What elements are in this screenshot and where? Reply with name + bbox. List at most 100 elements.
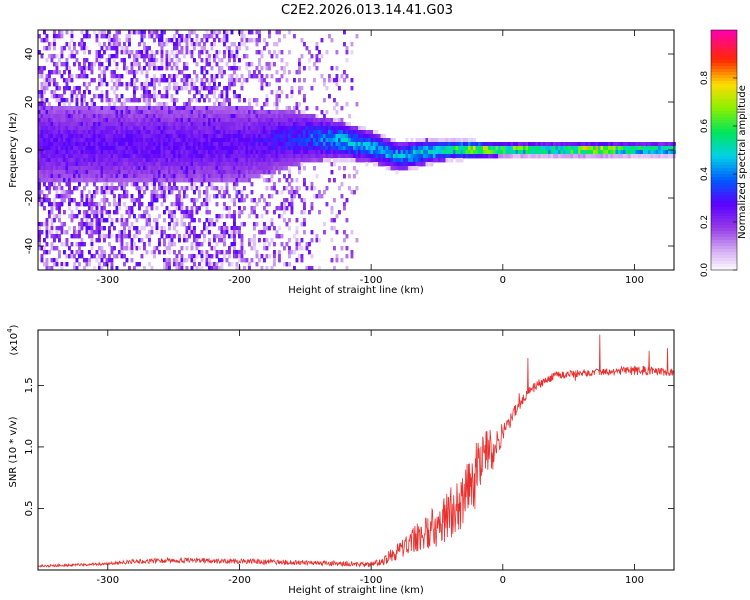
heatmap-cell (80, 122, 84, 127)
heatmap-cell (280, 130, 284, 135)
heatmap-cell (68, 102, 71, 107)
heatmap-cell (268, 242, 271, 247)
heatmap-cell (500, 146, 504, 151)
heatmap-cell (158, 166, 161, 171)
heatmap-cell (98, 246, 101, 251)
heatmap-cell (335, 130, 339, 135)
heatmap-cell (133, 234, 136, 239)
heatmap-cell (300, 150, 304, 155)
heatmap-cell (318, 138, 321, 143)
heatmap-cell (100, 250, 104, 255)
heatmap-cell (160, 46, 164, 51)
heatmap-cell (170, 150, 174, 155)
heatmap-cell (40, 66, 44, 71)
heatmap-cell (278, 258, 281, 263)
heatmap-cell (68, 146, 71, 151)
heatmap-cell (140, 186, 144, 191)
colorbar-gradient (711, 30, 737, 271)
heatmap-cell (125, 162, 129, 167)
heatmap-cell (330, 150, 334, 155)
heatmap-cell (373, 146, 376, 151)
heatmap-cell (270, 166, 274, 171)
heatmap-cell (145, 166, 149, 171)
heatmap-cell (60, 222, 64, 227)
heatmap-cell (78, 230, 81, 235)
heatmap-cell (185, 130, 189, 135)
heatmap-cell (198, 134, 201, 139)
heatmap-cell (225, 146, 229, 151)
colorbar-segment (711, 186, 737, 190)
heatmap-cell (138, 130, 141, 135)
heatmap-cell (528, 154, 531, 159)
heatmap-cell (103, 66, 106, 71)
heatmap-cell (123, 110, 126, 115)
heatmap-cell (180, 206, 184, 211)
heatmap-cell (55, 122, 59, 127)
heatmap-cell (200, 250, 204, 255)
heatmap-cell (88, 174, 91, 179)
heatmap-cell (173, 54, 176, 59)
heatmap-cell (248, 118, 251, 123)
heatmap-cell (55, 214, 59, 219)
heatmap-cell (240, 166, 244, 171)
heatmap-cell (178, 58, 181, 63)
heatmap-cell (88, 230, 91, 235)
heatmap-cell (210, 30, 214, 35)
heatmap-cell (278, 122, 281, 127)
heatmap-cell (440, 142, 444, 147)
heatmap-cell (525, 146, 529, 151)
heatmap-cell (140, 174, 144, 179)
heatmap-cell (150, 226, 154, 231)
heatmap-cell (178, 266, 181, 271)
heatmap-cell (205, 30, 209, 35)
heatmap-cell (138, 194, 141, 199)
heatmap-cell (185, 194, 189, 199)
heatmap-cell (150, 134, 154, 139)
heatmap-cell (280, 50, 284, 55)
heatmap-cell (68, 206, 71, 211)
heatmap-cell (223, 254, 226, 259)
heatmap-cell (320, 150, 324, 155)
heatmap-cell (193, 142, 196, 147)
heatmap-cell (170, 166, 174, 171)
heatmap-cell (70, 106, 74, 111)
heatmap-cell (163, 118, 166, 123)
heatmap-cell (613, 146, 616, 151)
heatmap-cell (210, 118, 214, 123)
heatmap-cell (130, 62, 134, 67)
heatmap-cell (210, 42, 214, 47)
heatmap-cell (305, 118, 309, 123)
heatmap-cell (108, 54, 111, 59)
heatmap-cell (303, 222, 306, 227)
heatmap-cell (490, 150, 494, 155)
heatmap-cell (83, 186, 86, 191)
heatmap-cell (43, 30, 46, 35)
heatmap-cell (73, 114, 76, 119)
heatmap-cell (98, 110, 101, 115)
heatmap-cell (180, 146, 184, 151)
heatmap-cell (55, 98, 59, 103)
heatmap-cell (43, 198, 46, 203)
heatmap-cell (98, 266, 101, 271)
heatmap-cell (53, 258, 56, 263)
heatmap-cell (183, 126, 186, 131)
heatmap-cell (135, 182, 139, 187)
heatmap-cell (283, 130, 286, 135)
heatmap-cell (305, 106, 309, 111)
heatmap-cell (670, 154, 674, 159)
heatmap-cell (88, 50, 91, 55)
heatmap-cell (65, 154, 69, 159)
heatmap-cell (293, 158, 296, 163)
heatmap-cell (100, 138, 104, 143)
heatmap-cell (288, 166, 291, 171)
heatmap-cell (168, 158, 171, 163)
heatmap-cell (258, 50, 261, 55)
heatmap-cell (255, 98, 259, 103)
heatmap-cell (135, 226, 139, 231)
heatmap-cell (45, 114, 49, 119)
heatmap-cell (75, 158, 79, 163)
heatmap-cell (310, 254, 314, 259)
heatmap-cell (530, 150, 534, 155)
heatmap-cell (170, 106, 174, 111)
heatmap-cell (520, 146, 524, 151)
